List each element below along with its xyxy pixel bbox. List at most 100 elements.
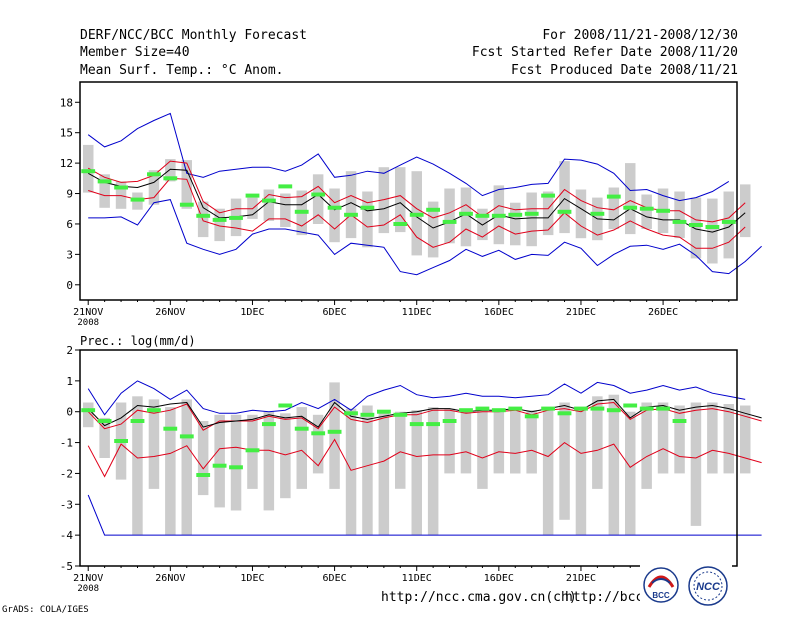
temp-spread-box <box>444 188 455 244</box>
precip-ytick-label: -1 <box>60 437 73 450</box>
precip-spread-box <box>132 396 143 536</box>
ncc-url-link[interactable]: http://ncc.cma.gov.cn(ch) <box>381 590 577 605</box>
temp-ytick-label: 0 <box>66 279 73 292</box>
precip-obs-mark <box>426 422 440 427</box>
precip-obs-mark <box>409 422 424 427</box>
temp-xtick-label: 21NOV <box>73 307 103 318</box>
precip-spread-box <box>460 408 472 474</box>
ncc-logo-text: NCC <box>696 581 721 593</box>
temp-spread-box <box>427 201 439 258</box>
precip-spread-box <box>181 399 192 536</box>
temp-xtick-sublabel: 2008 <box>77 318 99 328</box>
temp-obs-mark <box>393 222 408 226</box>
temp-spread-box <box>148 170 160 205</box>
temp-obs-mark <box>212 217 227 222</box>
precip-xtick-label: 1DEC <box>240 573 264 584</box>
precip-obs-mark <box>442 419 457 423</box>
precip-spread-box <box>165 407 176 536</box>
temp-obs-mark <box>360 205 375 210</box>
temp-obs-mark <box>639 206 654 211</box>
precip-ytick-label: 1 <box>66 375 73 388</box>
precip-spread-box <box>723 404 734 474</box>
precip-spread-box <box>197 421 209 496</box>
precip-spread-box <box>493 408 505 474</box>
temp-spread-box <box>575 189 587 239</box>
temp-obs-mark <box>229 215 243 220</box>
precip-obs-mark <box>97 419 112 423</box>
temp-spread-box <box>542 191 554 236</box>
precip-spread-box <box>395 411 406 489</box>
temp-obs-mark <box>262 198 276 203</box>
temp-xtick-label: 16DEC <box>484 307 514 318</box>
temp-max-line <box>87 112 730 202</box>
temp-obs-mark <box>491 213 506 218</box>
bcc-logo-text: BCC <box>652 591 670 600</box>
variable-label: Mean Surf. Temp.: °C Anom. <box>80 63 284 78</box>
precip-obs-mark <box>639 406 654 411</box>
temp-spread-box <box>362 191 373 248</box>
precip-spread-box <box>526 410 537 474</box>
precip-obs-mark <box>327 429 342 434</box>
produced-date-label: Fcst Produced Date 2008/11/21 <box>511 63 738 78</box>
precip-obs-mark <box>311 431 326 436</box>
precip-obs-mark <box>196 473 211 477</box>
precip-spread-box <box>657 402 669 474</box>
precip-obs-mark <box>278 403 293 408</box>
temp-spread-box <box>329 188 340 243</box>
temp-spread-box <box>378 167 390 234</box>
temp-spread-box <box>181 160 192 209</box>
ncc-logo-icon: NCC <box>688 566 728 606</box>
temp-spread-box <box>197 201 209 238</box>
precip-ytick-label: -3 <box>60 498 73 511</box>
precip-spread-box <box>411 410 422 536</box>
precip-chart-title: Prec.: log(mm/d) <box>80 334 196 348</box>
bcc-url-link[interactable]: http://bcc.c <box>565 590 659 605</box>
temp-spread-box <box>395 167 406 233</box>
precip-spread-box <box>542 408 554 536</box>
temp-xtick-label: 11DEC <box>402 307 432 318</box>
temp-ytick-label: 3 <box>66 248 73 261</box>
precip-obs-mark <box>524 414 539 419</box>
precip-ytick-label: -2 <box>60 467 73 480</box>
precip-spread-box <box>625 411 636 536</box>
precip-obs-mark <box>130 419 145 423</box>
precip-spread-box <box>230 414 242 511</box>
temp-obs-mark <box>656 208 670 213</box>
temp-obs-mark <box>130 197 145 202</box>
precip-spread-box <box>312 414 324 474</box>
temp-min-line <box>88 199 762 276</box>
precip-obs-mark <box>656 406 670 411</box>
precip-obs-mark <box>147 408 161 413</box>
precip-obs-mark <box>294 426 309 431</box>
temp-spread-box <box>165 159 176 182</box>
precip-spread-box <box>608 394 620 536</box>
precip-spread-box <box>592 396 603 489</box>
temp-spread-box <box>99 174 110 208</box>
temp-spread-box <box>674 191 685 239</box>
temp-obs-mark <box>557 209 572 214</box>
precip-obs-mark <box>163 426 178 431</box>
precip-obs-mark <box>590 406 605 411</box>
precip-obs-mark <box>360 412 375 417</box>
bcc-logo-icon: BCC <box>643 567 679 603</box>
temp-spread-box <box>641 194 652 229</box>
precip-spread-box <box>280 413 291 499</box>
temp-xtick-label: 26DEC <box>648 307 678 318</box>
temp-spread-box <box>526 192 537 247</box>
precip-obs-mark <box>262 422 276 427</box>
temp-ytick-label: 9 <box>66 188 73 201</box>
precip-obs-mark <box>229 465 243 470</box>
temp-ytick-label: 12 <box>60 157 73 170</box>
temp-obs-mark <box>426 207 440 212</box>
precip-xtick-label: 21DEC <box>566 573 596 584</box>
temp-ytick-label: 18 <box>60 96 73 109</box>
precip-obs-mark <box>377 409 391 414</box>
temp-obs-mark <box>721 219 736 224</box>
precip-obs-mark <box>541 406 555 411</box>
agency-logos: BCC NCC <box>640 563 732 609</box>
temp-obs-mark <box>623 205 638 210</box>
precip-xtick-label: 21NOV <box>73 573 103 584</box>
temp-obs-mark <box>508 212 523 217</box>
precip-spread-box <box>477 410 488 489</box>
